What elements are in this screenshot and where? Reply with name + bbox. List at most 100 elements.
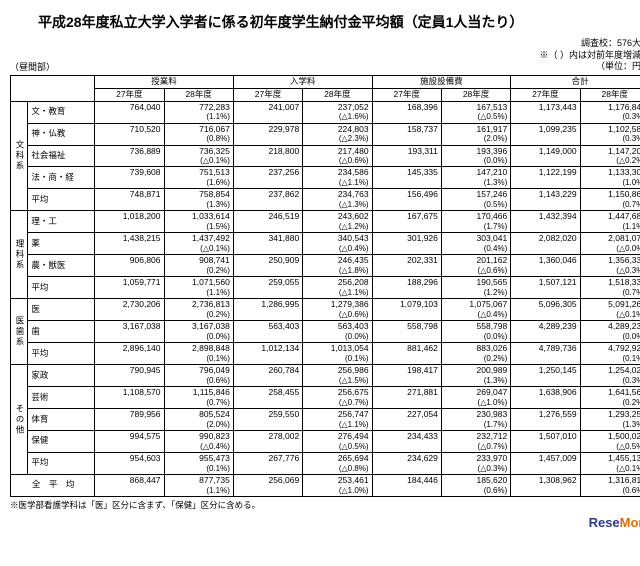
data-cell: 883,026(0.2%) <box>441 343 510 365</box>
footnote: ※医学部看護学科は「医」区分に含まず、「保健」区分に含める。 <box>10 499 640 511</box>
data-cell: 805,524(2.0%) <box>164 408 233 430</box>
data-cell: 234,586(△1.1%) <box>303 167 372 189</box>
table-row: 医歯系医2,730,2062,736,813(0.2%)1,286,9951,2… <box>11 299 640 321</box>
data-cell: 881,462 <box>372 343 441 365</box>
category-cell: 理科系 <box>11 211 28 299</box>
row-label: 歯 <box>28 321 95 343</box>
data-cell: 2,081,075(△0.0%) <box>580 233 640 255</box>
data-cell: 185,620(0.6%) <box>441 474 510 496</box>
data-cell: 4,792,928(0.1%) <box>580 343 640 365</box>
year-header: 27年度 <box>233 88 302 101</box>
data-cell: 193,311 <box>372 145 441 167</box>
data-cell: 198,417 <box>372 365 441 387</box>
data-cell: 1,108,570 <box>95 386 164 408</box>
data-cell: 253,461(△1.0%) <box>303 474 372 496</box>
data-cell: 157,246(0.5%) <box>441 189 510 211</box>
category-cell: 医歯系 <box>11 299 28 365</box>
data-cell: 1,455,137(△0.1%) <box>580 452 640 474</box>
table-row: 農・獣医906,806908,741(0.2%)250,909246,435(△… <box>11 255 640 277</box>
data-cell: 1,447,682(1.1%) <box>580 211 640 233</box>
data-cell: 259,055 <box>233 277 302 299</box>
data-cell: 246,435(△1.8%) <box>303 255 372 277</box>
data-cell: 218,800 <box>233 145 302 167</box>
data-cell: 190,565(1.2%) <box>441 277 510 299</box>
row-label: 文・教育 <box>28 101 95 123</box>
resemom-logo: ReseMom <box>589 519 640 530</box>
data-cell: 1,432,394 <box>511 211 580 233</box>
data-cell: 1,457,009 <box>511 452 580 474</box>
data-cell: 1,518,333(0.7%) <box>580 277 640 299</box>
data-cell: 156,496 <box>372 189 441 211</box>
data-cell: 1,013,054(0.1%) <box>303 343 372 365</box>
row-label: 芸術 <box>28 386 95 408</box>
data-cell: 3,167,038 <box>95 321 164 343</box>
data-cell: 145,335 <box>372 167 441 189</box>
data-cell: 1,638,906 <box>511 386 580 408</box>
data-cell: 256,675(△0.7%) <box>303 386 372 408</box>
table-row: 体育789,956805,524(2.0%)259,550256,747(△1.… <box>11 408 640 430</box>
data-cell: 202,331 <box>372 255 441 277</box>
data-cell: 4,289,239 <box>511 321 580 343</box>
data-cell: 1,012,134 <box>233 343 302 365</box>
data-cell: 1,437,492(△0.1%) <box>164 233 233 255</box>
data-cell: 868,447 <box>95 474 164 496</box>
colgrp-1: 入学料 <box>233 76 372 89</box>
data-cell: 265,694(△0.8%) <box>303 452 372 474</box>
data-cell: 790,945 <box>95 365 164 387</box>
row-label: 家政 <box>28 365 95 387</box>
data-cell: 168,396 <box>372 101 441 123</box>
data-cell: 1,507,010 <box>511 430 580 452</box>
data-cell: 256,069 <box>233 474 302 496</box>
data-cell: 1,099,235 <box>511 123 580 145</box>
data-cell: 237,256 <box>233 167 302 189</box>
data-cell: 258,455 <box>233 386 302 408</box>
right-notes: 調査校：576大学 ※（ ）内は対前年度増減率 （単位：円） <box>539 38 640 73</box>
data-cell: 234,433 <box>372 430 441 452</box>
data-cell: 271,881 <box>372 386 441 408</box>
data-cell: 736,325(△0.1%) <box>164 145 233 167</box>
table-row: 平均748,871758,854(1.3%)237,862234,763(△1.… <box>11 189 640 211</box>
data-cell: 710,520 <box>95 123 164 145</box>
data-cell: 954,603 <box>95 452 164 474</box>
data-cell: 1,102,587(0.3%) <box>580 123 640 145</box>
table-row: 神・仏教710,520716,067(0.8%)229,978224,803(△… <box>11 123 640 145</box>
data-cell: 1,075,067(△0.4%) <box>441 299 510 321</box>
table-row: 文科系文・教育764,040772,283(1.1%)241,007237,05… <box>11 101 640 123</box>
data-cell: 269,047(△1.0%) <box>441 386 510 408</box>
year-header: 28年度 <box>303 88 372 101</box>
data-cell: 1,150,863(0.7%) <box>580 189 640 211</box>
header-row: （昼間部） 調査校：576大学 ※（ ）内は対前年度増減率 （単位：円） <box>10 38 640 73</box>
data-cell: 1,279,386(△0.6%) <box>303 299 372 321</box>
logo-area: ReseMom <box>10 515 640 530</box>
unit-label: （単位：円） <box>539 61 640 73</box>
year-header: 27年度 <box>511 88 580 101</box>
data-cell: 1,308,962 <box>511 474 580 496</box>
data-cell: 2,736,813(0.2%) <box>164 299 233 321</box>
colgrp-2: 施設設備費 <box>372 76 511 89</box>
data-cell: 188,296 <box>372 277 441 299</box>
data-cell: 243,602(△1.2%) <box>303 211 372 233</box>
row-label: 法・商・経 <box>28 167 95 189</box>
table-row: 芸術1,108,5701,115,846(0.7%)258,455256,675… <box>11 386 640 408</box>
data-cell: 234,629 <box>372 452 441 474</box>
data-cell: 278,002 <box>233 430 302 452</box>
data-cell: 167,513(△0.5%) <box>441 101 510 123</box>
data-cell: 1,286,995 <box>233 299 302 321</box>
data-cell: 1,133,308(1.0%) <box>580 167 640 189</box>
row-label: 医 <box>28 299 95 321</box>
data-cell: 229,978 <box>233 123 302 145</box>
data-cell: 739,608 <box>95 167 164 189</box>
row-label: 神・仏教 <box>28 123 95 145</box>
data-cell: 246,519 <box>233 211 302 233</box>
table-row: 歯3,167,0383,167,038(0.0%)563,403563,403(… <box>11 321 640 343</box>
data-cell: 3,167,038(0.0%) <box>164 321 233 343</box>
table-row: 平均2,896,1402,898,848(0.1%)1,012,1341,013… <box>11 343 640 365</box>
data-cell: 955,473(0.1%) <box>164 452 233 474</box>
data-cell: 2,896,140 <box>95 343 164 365</box>
data-cell: 906,806 <box>95 255 164 277</box>
data-cell: 1,500,029(△0.5%) <box>580 430 640 452</box>
data-cell: 1,143,229 <box>511 189 580 211</box>
right-note-1: 調査校：576大学 <box>539 38 640 50</box>
data-cell: 193,396(0.0%) <box>441 145 510 167</box>
data-cell: 341,880 <box>233 233 302 255</box>
